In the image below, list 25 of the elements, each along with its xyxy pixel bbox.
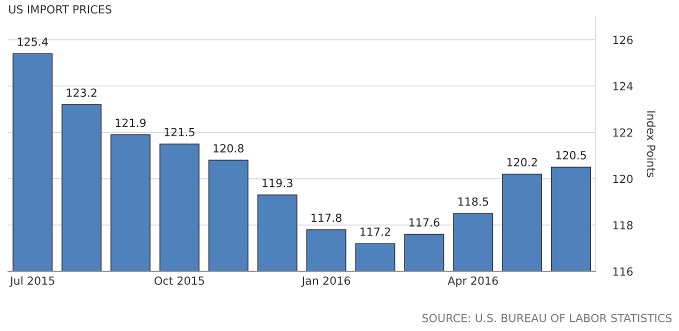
x-tick-label: Apr 2016 (448, 276, 498, 288)
y-tick-label: 124 (613, 82, 633, 90)
y-tick-label: 122 (613, 128, 632, 137)
data-label: 118.5 (458, 197, 488, 206)
x-tick-label: Jan 2016 (301, 276, 350, 287)
data-label: 117.2 (360, 228, 390, 236)
y-tick-label: 120 (613, 174, 633, 184)
data-label: 123.2 (66, 88, 96, 97)
data-label: 120.8 (214, 144, 244, 152)
data-label: 117.8 (312, 214, 342, 222)
data-label: 120.2 (507, 158, 537, 166)
y-tick-label: 126 (613, 36, 633, 44)
data-label: 117.6 (409, 218, 440, 227)
data-label: 121.9 (116, 118, 146, 128)
data-label: 119.3 (262, 178, 292, 188)
y-tick-label: 118 (613, 221, 633, 230)
data-label: 120.5 (556, 151, 586, 160)
source-note: SOURCE: U.S. BUREAU OF LABOR STATISTICS (422, 314, 672, 322)
y-axis-title: Index Points (646, 111, 656, 178)
y-tick-label: 116 (613, 267, 633, 276)
data-label: 125.4 (18, 38, 48, 46)
data-label: 121.5 (164, 128, 194, 136)
x-tick-label: Oct 2015 (154, 276, 204, 285)
chart-title: US IMPORT PRICES (9, 5, 112, 14)
x-tick-label: Jul 2015 (9, 276, 54, 287)
